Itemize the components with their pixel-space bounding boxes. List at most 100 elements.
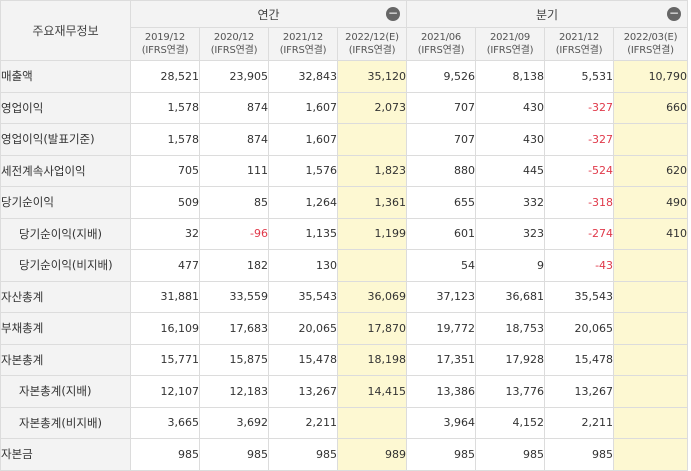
value-cell: 1,199 bbox=[336, 217, 408, 250]
value-cell bbox=[613, 249, 689, 282]
value-cell: 985 bbox=[475, 438, 546, 471]
value-cell: 880 bbox=[406, 154, 477, 187]
value-cell: 1,135 bbox=[268, 217, 338, 250]
value-cell: 13,267 bbox=[268, 375, 338, 408]
row-label: 당기순이익(지배) bbox=[0, 217, 131, 250]
value-cell: 3,964 bbox=[406, 406, 477, 439]
period-header-cell: 2022/03(E) (IFRS연결) bbox=[613, 27, 689, 61]
value-cell: 1,578 bbox=[130, 123, 200, 156]
value-cell: 32 bbox=[130, 217, 200, 250]
value-cell: 874 bbox=[199, 123, 269, 156]
value-cell: 985 bbox=[268, 438, 338, 471]
row-label: 영업이익(발표기준) bbox=[0, 123, 131, 156]
table-row: 영업이익(발표기준) 1,578 874 1,607 707 430 -327 bbox=[0, 123, 689, 156]
value-cell: 37,123 bbox=[406, 280, 477, 313]
value-cell: 601 bbox=[406, 217, 477, 250]
period-basis: (IFRS연결) bbox=[417, 45, 465, 56]
value-cell: 3,665 bbox=[130, 406, 200, 439]
value-cell bbox=[336, 249, 408, 282]
row-label: 당기순이익(비지배) bbox=[0, 249, 131, 282]
value-cell: 15,478 bbox=[268, 343, 338, 376]
row-label: 세전계속사업이익 bbox=[0, 154, 131, 187]
value-cell: 989 bbox=[336, 438, 408, 471]
value-cell: 17,870 bbox=[336, 312, 408, 345]
table-row: 부채총계 16,109 17,683 20,065 17,870 19,772 18,753… bbox=[0, 312, 689, 345]
value-cell: 2,211 bbox=[544, 406, 615, 439]
value-cell: 1,264 bbox=[268, 186, 338, 219]
value-cell: 15,478 bbox=[544, 343, 615, 376]
value-cell: 35,120 bbox=[336, 60, 408, 93]
value-cell bbox=[613, 312, 689, 345]
value-cell bbox=[613, 375, 689, 408]
value-cell: 874 bbox=[199, 91, 269, 124]
value-cell: 660 bbox=[613, 91, 689, 124]
period-date: 2019/12 bbox=[144, 32, 186, 43]
table-row: 자본총계(비지배) 3,665 3,692 2,211 3,964 4,152 2,211 bbox=[0, 406, 689, 439]
table-row: 당기순이익 509 85 1,264 1,361 655 332 -318 490 bbox=[0, 186, 689, 219]
value-cell: 111 bbox=[199, 154, 269, 187]
period-date: 2021/12 bbox=[282, 32, 324, 43]
period-date: 2021/06 bbox=[420, 32, 462, 43]
value-cell: 17,683 bbox=[199, 312, 269, 345]
value-cell: 12,107 bbox=[130, 375, 200, 408]
value-cell: -524 bbox=[544, 154, 615, 187]
table-row: 자본총계 15,771 15,875 15,478 18,198 17,351 17,928… bbox=[0, 343, 689, 376]
value-cell: 430 bbox=[475, 123, 546, 156]
value-cell: 36,069 bbox=[336, 280, 408, 313]
table-row: 자본금 985 985 985 989 985 985 985 bbox=[0, 438, 689, 471]
period-header-cell: 2021/09 (IFRS연결) bbox=[475, 27, 546, 61]
annual-collapse-minus-icon[interactable]: − bbox=[386, 6, 401, 21]
value-cell: 477 bbox=[130, 249, 200, 282]
value-cell: 17,928 bbox=[475, 343, 546, 376]
value-cell: 36,681 bbox=[475, 280, 546, 313]
period-date: 2022/03(E) bbox=[623, 32, 678, 43]
row-label: 매출액 bbox=[0, 60, 131, 93]
value-cell: 20,065 bbox=[544, 312, 615, 345]
period-header-cell: 2020/12 (IFRS연결) bbox=[199, 27, 269, 61]
value-cell bbox=[336, 406, 408, 439]
value-cell: 13,386 bbox=[406, 375, 477, 408]
value-cell: -318 bbox=[544, 186, 615, 219]
value-cell: 620 bbox=[613, 154, 689, 187]
value-cell: 985 bbox=[199, 438, 269, 471]
value-cell: 33,559 bbox=[199, 280, 269, 313]
value-cell: 445 bbox=[475, 154, 546, 187]
value-cell: -43 bbox=[544, 249, 615, 282]
period-basis: (IFRS연결) bbox=[279, 45, 327, 56]
table-row: 당기순이익(비지배) 477 182 130 54 9 -43 bbox=[0, 249, 689, 282]
value-cell: 15,771 bbox=[130, 343, 200, 376]
value-cell: 985 bbox=[130, 438, 200, 471]
value-cell: 9 bbox=[475, 249, 546, 282]
quarter-group-title: 분기 bbox=[536, 7, 559, 22]
value-cell: 985 bbox=[544, 438, 615, 471]
row-label: 자본총계(지배) bbox=[0, 375, 131, 408]
row-label: 부채총계 bbox=[0, 312, 131, 345]
period-date: 2022/12(E) bbox=[345, 32, 399, 43]
value-cell: 655 bbox=[406, 186, 477, 219]
annual-group-title: 연간 bbox=[257, 7, 280, 22]
quarter-group-header: 분기 − bbox=[406, 0, 689, 28]
table-row: 영업이익 1,578 874 1,607 2,073 707 430 -327 660 bbox=[0, 91, 689, 124]
row-label: 자본금 bbox=[0, 438, 131, 471]
table-row: 자본총계(지배) 12,107 12,183 13,267 14,415 13,386 13… bbox=[0, 375, 689, 408]
value-cell: 32,843 bbox=[268, 60, 338, 93]
value-cell: 16,109 bbox=[130, 312, 200, 345]
annual-group-header: 연간 − bbox=[129, 0, 408, 28]
period-header-cell: 2021/12 (IFRS연결) bbox=[268, 27, 338, 61]
value-cell: 1,607 bbox=[268, 123, 338, 156]
row-label: 자산총계 bbox=[0, 280, 131, 313]
value-cell bbox=[613, 438, 689, 471]
value-cell: 35,543 bbox=[544, 280, 615, 313]
value-cell: 35,543 bbox=[268, 280, 338, 313]
value-cell: -96 bbox=[199, 217, 269, 250]
value-cell: 18,753 bbox=[475, 312, 546, 345]
value-cell bbox=[613, 406, 689, 439]
value-cell: 18,198 bbox=[336, 343, 408, 376]
period-basis: (IFRS연결) bbox=[627, 45, 674, 56]
value-cell bbox=[613, 280, 689, 313]
value-cell: 23,905 bbox=[199, 60, 269, 93]
value-cell: 13,267 bbox=[544, 375, 615, 408]
quarter-collapse-minus-icon[interactable]: − bbox=[667, 6, 682, 21]
value-cell: -274 bbox=[544, 217, 615, 250]
